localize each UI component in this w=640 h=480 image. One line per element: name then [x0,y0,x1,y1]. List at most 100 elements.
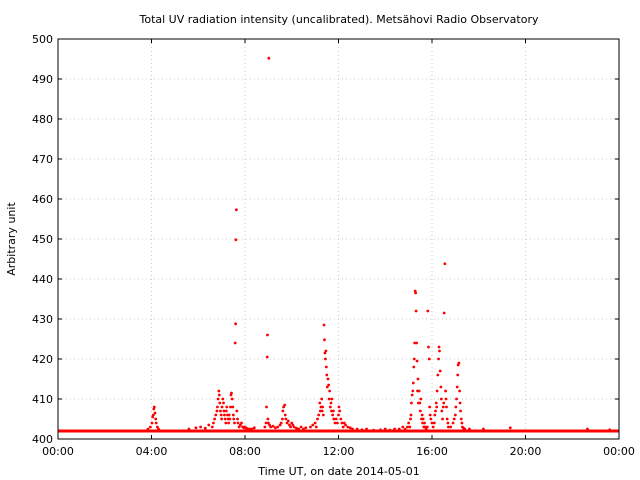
data-point [346,425,350,429]
data-point [348,426,352,430]
data-point [408,425,412,429]
data-point [458,401,462,405]
data-point [217,389,221,393]
data-point [232,417,236,421]
x-tick-label: 08:00 [229,445,261,458]
data-point [426,309,430,313]
data-point [441,405,445,409]
data-point [328,405,332,409]
data-point [323,338,326,342]
data-point [266,333,269,337]
data-point [325,373,329,377]
data-point [151,413,155,417]
data-point [331,409,335,413]
data-point [401,425,405,429]
data-point [459,417,463,421]
data-point [248,427,252,431]
data-point [329,401,333,405]
data-point [299,425,303,429]
y-tick-label: 490 [32,73,53,86]
chart-title: Total UV radiation intensity (uncalibrat… [139,13,539,26]
data-point [341,425,345,429]
data-point [221,397,225,401]
x-tick-label: 04:00 [136,445,168,458]
data-point [458,389,461,393]
data-point [455,385,459,389]
x-tick-label: 00:00 [603,445,635,458]
data-point [230,391,233,395]
data-point [325,385,329,389]
data-point [229,405,232,409]
data-point [216,405,219,409]
data-point [410,393,414,397]
data-point [331,413,335,417]
data-points [146,56,612,432]
data-point [427,357,431,361]
data-point [454,405,458,409]
data-point [414,291,418,295]
data-point [235,409,239,413]
data-point [403,427,407,431]
data-point [453,413,457,417]
y-tick-label: 430 [32,313,53,326]
data-point [410,401,413,405]
y-axis-tick-labels: 400 410 420 430 440 450 460 470 480 490 500 [32,33,53,446]
data-point [425,425,429,429]
data-point [436,373,440,377]
data-point [223,417,227,421]
data-point [187,427,191,431]
data-point [393,427,396,431]
data-point [459,409,462,413]
data-point [265,405,268,409]
data-point [421,417,425,421]
data-point [428,413,432,417]
data-point [456,373,460,377]
y-tick-label: 440 [32,273,53,286]
data-point [435,405,439,409]
data-point [271,424,275,428]
data-point [443,262,447,266]
data-point [284,417,288,421]
data-point [314,425,318,429]
data-point [508,426,512,430]
data-point [322,323,326,327]
data-point [412,357,416,361]
data-point [419,397,423,401]
data-point [266,417,270,421]
data-point [148,425,152,429]
data-point [455,397,458,401]
data-point [388,428,392,432]
data-point [337,405,341,409]
x-axis-label: Time UT, on date 2014-05-01 [257,465,420,478]
data-point [434,409,437,413]
data-point [339,417,343,421]
data-point [219,413,223,417]
data-point [360,428,364,432]
data-point [264,421,268,425]
data-point [203,426,207,430]
data-point [207,423,211,427]
data-point [324,349,328,353]
data-point [212,421,215,425]
data-point [281,409,285,413]
data-point [415,341,418,345]
x-axis-tick-labels: 00:00 04:00 08:00 12:00 16:00 20:00 00:00 [42,445,635,458]
data-point [269,425,273,429]
data-point [318,401,322,405]
data-point [250,427,254,431]
data-point [327,397,331,401]
x-tick-label: 12:00 [323,445,355,458]
data-point [304,426,308,430]
data-point [417,389,421,393]
data-point [351,427,354,431]
data-point [324,357,327,361]
data-point [423,421,426,425]
data-point [194,426,198,430]
data-point [222,401,225,405]
data-point [224,421,228,425]
data-point [150,421,154,425]
data-point [334,417,338,421]
data-point [220,405,224,409]
data-point [418,401,422,405]
